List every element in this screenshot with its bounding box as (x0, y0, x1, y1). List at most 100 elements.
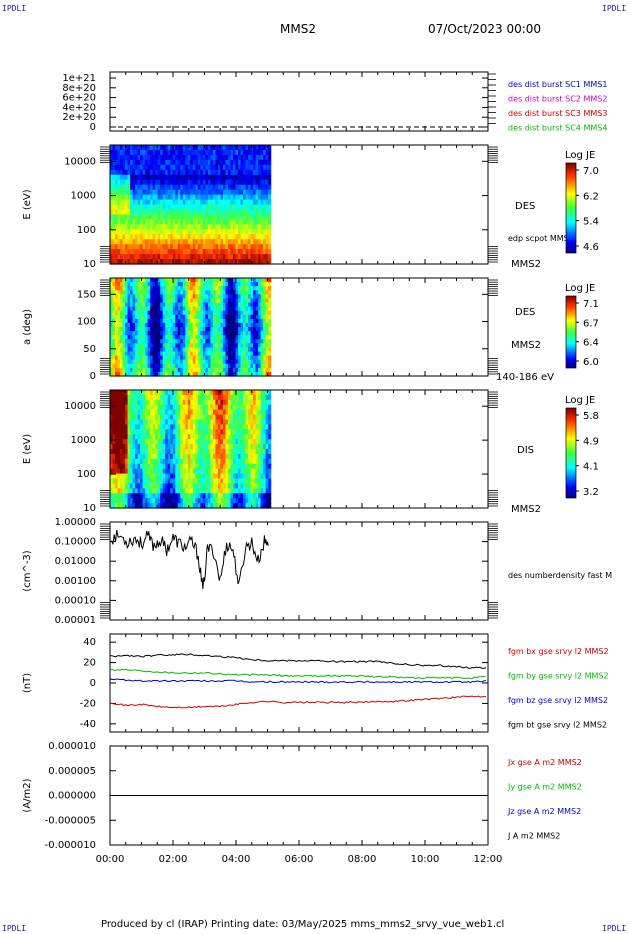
des-energy-heatmap-cell (172, 224, 176, 230)
des-energy-heatmap-cell (192, 214, 196, 220)
des-energy-heatmap-cell (253, 189, 257, 196)
des-energy-heatmap-cell (150, 164, 154, 171)
des-energy-heatmap-cell (115, 199, 119, 206)
des-pitch-heatmap-cell (205, 282, 209, 287)
des-energy-heatmap-cell (172, 234, 176, 240)
des-energy-heatmap-cell (150, 259, 154, 265)
dis-energy-heatmap-cell (253, 429, 257, 435)
des-energy-heatmap-cell (253, 159, 257, 166)
des-energy-heatmap-cell (120, 199, 124, 206)
corner-label-top-right: IPDLI (602, 4, 627, 13)
des-energy-heatmap-cell (227, 179, 232, 186)
des-pitch-heatmap-cell (147, 322, 151, 328)
des-pitch-heatmap-cell (155, 306, 159, 312)
des-pitch-heatmap-cell (200, 314, 204, 320)
dis-energy-heatmap-cell (180, 414, 184, 421)
dis-energy-heatmap-cell (157, 449, 161, 455)
dis-energy-heatmap-cell (155, 503, 159, 509)
dis-energy-heatmap-cell (220, 390, 224, 396)
des-pitch-heatmap-cell (200, 278, 204, 283)
des-energy-heatmap-cell (177, 145, 181, 151)
des-pitch-heatmap-cell (142, 351, 146, 357)
des-energy-heatmap-cell (220, 239, 224, 245)
dis-energy-heatmap-cell (195, 458, 199, 465)
des-energy-heatmap-cell (233, 214, 237, 220)
des-pitch-heatmap-cell (130, 355, 134, 361)
dis-energy-heatmap-cell (110, 429, 114, 435)
des-energy-heatmap-cell (160, 224, 164, 230)
dis-energy-heatmap-cell (197, 434, 201, 440)
des-energy-heatmap-cell (215, 244, 219, 250)
dis-energy-heatmap-cell (258, 419, 262, 426)
dis-energy-heatmap-cell (142, 419, 146, 426)
dis-energy-heatmap-cell (115, 434, 119, 440)
dis-energy-heatmap-cell (180, 409, 184, 416)
des-pitch-heatmap-cell (167, 302, 171, 308)
des-pitch-heatmap-cell (160, 335, 164, 340)
des-pitch-heatmap-cell (117, 310, 121, 316)
des-energy-heatmap-cell (137, 159, 141, 166)
dis-energy-heatmap-cell (135, 409, 139, 416)
des-energy-heatmap-cell (192, 159, 196, 166)
dis-energy-heatmap-cell (217, 503, 222, 509)
des-pitch-heatmap-cell (160, 351, 164, 357)
des-energy-heatmap-cell (117, 249, 121, 255)
dis-energy-heatmap-cell (220, 483, 224, 489)
dis-energy-heatmap-cell (155, 419, 159, 426)
des-energy-heatmap-cell (258, 244, 262, 250)
dis-energy-heatmap-cell (230, 458, 234, 465)
dis-energy-heatmap-cell (238, 478, 242, 485)
dis-energy-heatmap-cell (195, 409, 199, 416)
des-pitch-heatmap-cell (182, 318, 186, 324)
des-energy-heatmap-cell (255, 209, 259, 216)
des-pitch-heatmap-cell (142, 302, 146, 308)
dis-energy-heatmap-cell (222, 424, 227, 430)
des-pitch-heatmap-cell (212, 371, 217, 377)
des-energy-heatmap-cell (217, 209, 222, 216)
des-pitch-heatmap-cell (210, 335, 214, 340)
dis-energy-heatmap-cell (212, 498, 217, 504)
des-energy-heatmap-cell (217, 224, 222, 230)
des-pitch-heatmap-cell (235, 335, 239, 340)
des-energy-heatmap-cell (260, 249, 264, 255)
des-energy-heatmap-cell (122, 224, 126, 230)
dis-energy-heatmap-cell (227, 458, 232, 465)
dis-energy-heatmap-cell (233, 434, 237, 440)
des-pitch-heatmap-cell (210, 286, 214, 291)
dis-energy-heatmap-cell (210, 498, 214, 504)
des-pitch-heatmap-cell (222, 335, 227, 340)
des-pitch-heatmap-cell (182, 327, 186, 332)
des-energy-heatmap-cell (220, 224, 224, 230)
dis-energy-heatmap-cell (245, 444, 249, 450)
des-energy-heatmap-cell (245, 249, 249, 255)
dis-energy-heatmap-cell (240, 399, 244, 406)
des-energy-heatmap-cell (185, 184, 189, 191)
dis-energy-heatmap-cell (243, 449, 247, 455)
dis-energy-heatmap-cell (230, 498, 234, 504)
des-pitch-heatmap-cell (115, 282, 119, 287)
des-energy-heatmap-cell (110, 244, 114, 250)
dis-energy-heatmap-cell (132, 458, 136, 465)
des-pitch-heatmap-cell (220, 314, 224, 320)
des-pitch-heatmap-cell (253, 351, 257, 357)
dis-energy-heatmap-cell (227, 409, 232, 416)
dis-energy-heatmap-cell (197, 468, 201, 475)
des-energy-heatmap-cell (170, 154, 174, 161)
des-pitch-heatmap-cell (172, 367, 176, 373)
des-pitch-heatmap-cell (197, 355, 201, 361)
des-energy-heatmap-cell (258, 204, 262, 211)
dis-energy-heatmap-cell (130, 429, 134, 435)
dis-energy-heatmap-cell (197, 488, 201, 494)
des-energy-heatmap-cell (230, 149, 234, 156)
des-pitch-heatmap-cell (140, 355, 144, 361)
des-pitch-heatmap-cell (215, 310, 219, 316)
des-pitch-heatmap-cell (127, 327, 131, 332)
dis-energy-heatmap-cell (147, 390, 151, 396)
des-pitch-heatmap-cell (238, 347, 242, 353)
des-energy-heatmap-cell (255, 244, 259, 250)
des-pitch-heatmap-cell (165, 278, 169, 283)
des-pitch-heatmap-cell (122, 359, 126, 365)
des-energy-heatmap-cell (180, 259, 184, 265)
dis-energy-heatmap-cell (175, 394, 179, 401)
des-pitch-heatmap-cell (212, 351, 217, 357)
